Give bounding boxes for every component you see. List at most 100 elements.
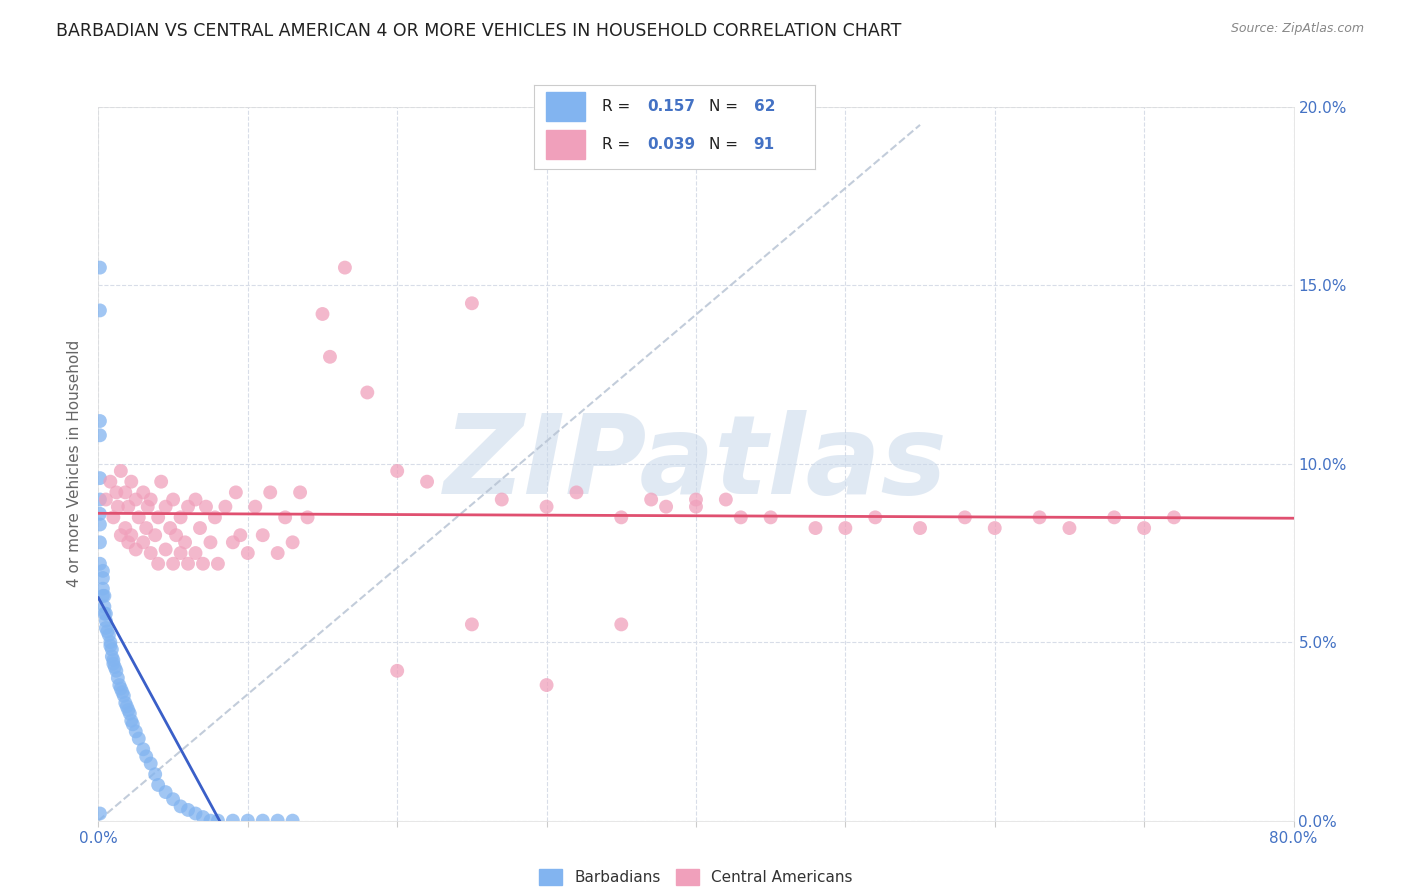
Bar [546,92,585,121]
Point [110,464,132,478]
Point [159,521,181,535]
Point [91,582,114,596]
Point [610,510,633,524]
Point [105,485,128,500]
Point [121,717,143,731]
Point [89,471,111,485]
Point [165,528,187,542]
Point [1028,510,1050,524]
Point [89,492,111,507]
Point [229,528,252,542]
Point [174,535,197,549]
Point [259,485,281,500]
Point [236,814,259,828]
Point [225,485,247,500]
Point [136,500,159,514]
Point [288,485,311,500]
Point [385,464,409,478]
Point [132,742,155,756]
Point [94,621,117,635]
Point [89,303,111,318]
Point [114,485,136,500]
Point [94,492,117,507]
Text: R =: R = [602,137,630,152]
Point [177,500,200,514]
Point [1163,510,1185,524]
Text: R =: R = [602,99,630,114]
Point [120,475,142,489]
Point [114,521,136,535]
Text: 0.157: 0.157 [647,99,695,114]
Point [730,510,752,524]
Point [162,792,184,806]
Point [984,521,1007,535]
Point [274,510,297,524]
Point [169,510,191,524]
Point [118,706,141,721]
Text: 62: 62 [754,99,775,114]
Point [148,778,170,792]
Point [204,510,226,524]
Point [103,653,125,667]
Point [107,500,129,514]
Point [125,492,148,507]
Point [89,557,111,571]
Point [177,803,200,817]
Point [89,428,111,442]
Point [148,557,170,571]
Point [685,500,707,514]
Point [132,535,155,549]
Point [461,296,484,310]
Point [100,475,122,489]
Point [297,510,319,524]
Point [150,475,173,489]
Text: 0.039: 0.039 [647,137,695,152]
Point [93,607,115,621]
Point [834,521,856,535]
Point [125,724,148,739]
Text: Source: ZipAtlas.com: Source: ZipAtlas.com [1230,22,1364,36]
Point [953,510,976,524]
Point [108,678,131,692]
Point [804,521,827,535]
Point [100,639,122,653]
Point [491,492,513,507]
Point [685,492,707,507]
Point [148,510,170,524]
Point [115,699,138,714]
Point [1133,521,1156,535]
Point [222,535,245,549]
Point [107,671,129,685]
Point [104,660,127,674]
Point [267,546,290,560]
Point [1104,510,1126,524]
Point [714,492,737,507]
Point [105,664,128,678]
Point [169,799,191,814]
Point [177,557,200,571]
Point [222,814,245,828]
Point [252,814,274,828]
Point [1059,521,1081,535]
Point [89,414,111,428]
Point [536,678,558,692]
Point [120,714,142,728]
Point [91,571,114,585]
Point [655,500,678,514]
Y-axis label: 4 or more Vehicles in Household: 4 or more Vehicles in Household [67,340,83,588]
Point [267,814,290,828]
Point [139,756,162,771]
Point [207,557,229,571]
Point [128,510,150,524]
Text: 91: 91 [754,137,775,152]
Point [89,535,111,549]
Point [101,649,124,664]
Text: ZIPatlas: ZIPatlas [444,410,948,517]
Point [139,492,162,507]
Point [110,681,132,696]
Point [93,589,115,603]
Point [207,814,229,828]
Point [94,607,117,621]
Point [135,749,157,764]
Point [117,703,139,717]
